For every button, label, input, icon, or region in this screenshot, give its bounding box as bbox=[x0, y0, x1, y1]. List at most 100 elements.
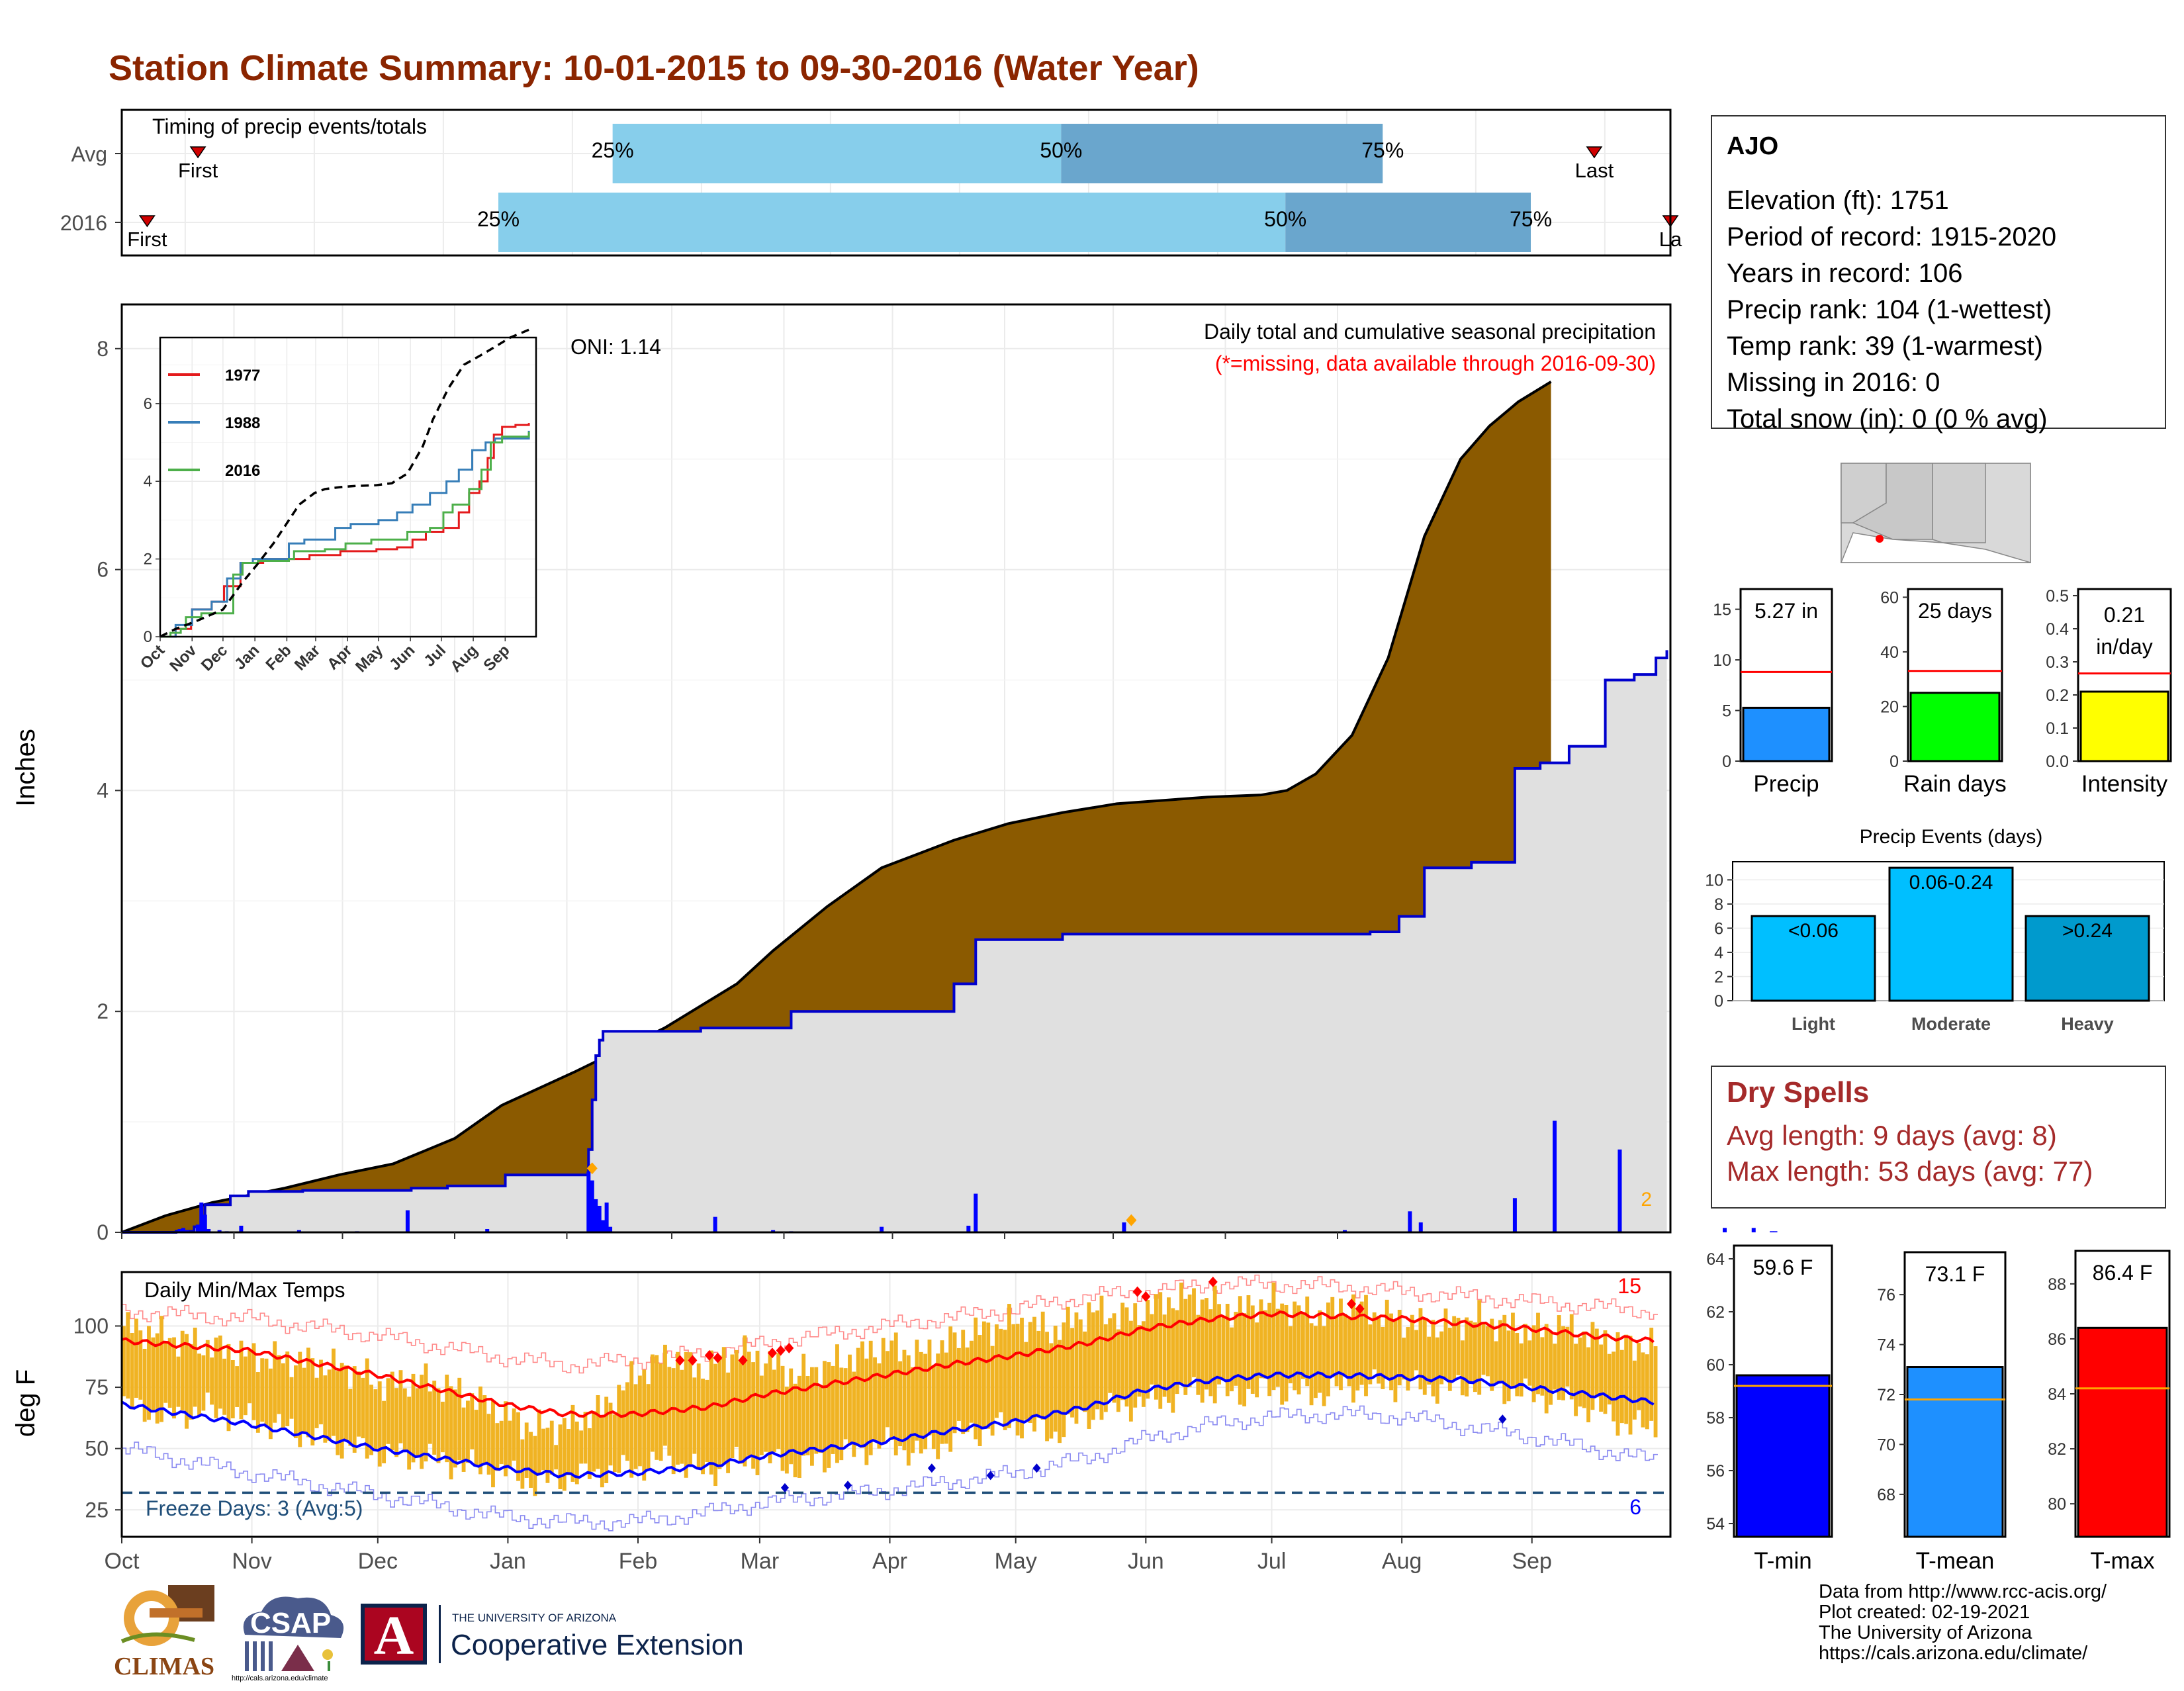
daily-temp-bar bbox=[377, 1381, 382, 1467]
daily-temp-bar bbox=[1447, 1328, 1452, 1391]
daily-temp-bar bbox=[461, 1407, 466, 1472]
temp-summary-y-tick-label: 56 bbox=[1706, 1462, 1725, 1481]
daily-temp-bar bbox=[1234, 1312, 1238, 1386]
summary-y-tick-label: 0.0 bbox=[2046, 753, 2069, 771]
daily-temp-bar bbox=[747, 1351, 751, 1456]
daily-temp-bar bbox=[1293, 1301, 1297, 1391]
inset-y-tick-label: 4 bbox=[144, 473, 152, 490]
daily-temp-bar bbox=[1208, 1309, 1213, 1396]
daily-temp-bar bbox=[823, 1361, 827, 1473]
climas-logo: CLIMAS bbox=[109, 1582, 221, 1681]
daily-temp-bar bbox=[919, 1351, 923, 1454]
daily-temp-bar bbox=[508, 1420, 512, 1469]
record-low-marker-icon bbox=[780, 1483, 789, 1492]
daily-precip-bar bbox=[199, 1202, 204, 1232]
daily-temp-bar bbox=[1309, 1323, 1314, 1406]
daily-precip-bar bbox=[713, 1216, 717, 1232]
daily-temp-bar bbox=[1402, 1338, 1406, 1380]
daily-temp-bar bbox=[1246, 1295, 1251, 1389]
climas-wordmark: CLIMAS bbox=[114, 1653, 215, 1680]
daily-temp-bar bbox=[1330, 1297, 1335, 1378]
timing-frame bbox=[120, 109, 1672, 257]
daily-temp-bar bbox=[1389, 1313, 1393, 1391]
daily-temp-bar bbox=[1242, 1313, 1247, 1406]
daily-temp-bar bbox=[1066, 1306, 1070, 1414]
daily-precip-bar bbox=[177, 1228, 182, 1232]
daily-temp-bar bbox=[1452, 1316, 1457, 1381]
temp-summary-y-tick-label: 76 bbox=[1877, 1286, 1895, 1304]
daily-precip-bar bbox=[880, 1226, 884, 1232]
temp-summary-value-label: 73.1 F bbox=[1925, 1262, 1985, 1286]
csap-cloud-icon bbox=[243, 1596, 344, 1671]
daily-temp-bar bbox=[235, 1366, 240, 1407]
csap-wordmark: CSAP bbox=[250, 1607, 332, 1639]
daily-temp-bar bbox=[768, 1351, 772, 1464]
daily-precip-bar bbox=[203, 1214, 207, 1232]
daily-temp-bar bbox=[126, 1312, 130, 1399]
precip-event-category: Heavy bbox=[2061, 1014, 2114, 1034]
daily-temp-bar bbox=[470, 1393, 475, 1449]
daily-temp-bar bbox=[1612, 1351, 1616, 1422]
daily-temp-bar bbox=[1225, 1303, 1230, 1396]
daily-temp-bar bbox=[1074, 1312, 1079, 1424]
temp-summary-label: T-mean bbox=[1916, 1548, 1995, 1574]
daily-temp-bar bbox=[587, 1428, 592, 1479]
temp-summary-bar bbox=[1906, 1366, 2004, 1538]
daily-temp-bar bbox=[881, 1338, 886, 1445]
daily-temp-bar bbox=[596, 1395, 600, 1469]
daily-temp-bar bbox=[642, 1369, 647, 1481]
daily-temp-bar bbox=[340, 1363, 344, 1459]
daily-temp-bar bbox=[499, 1420, 504, 1465]
precip-corner-count: 2 bbox=[1641, 1189, 1652, 1211]
precip-event-category: Moderate bbox=[1911, 1014, 1991, 1034]
daily-temp-bar bbox=[860, 1341, 864, 1448]
daily-temp-bar bbox=[1217, 1304, 1221, 1385]
daily-temp-bar bbox=[1372, 1312, 1377, 1370]
daily-temp-bar bbox=[974, 1317, 978, 1440]
daily-temp-bar bbox=[1028, 1322, 1032, 1424]
month-tick-label: May bbox=[995, 1549, 1037, 1574]
month-tick-label: Jun bbox=[1128, 1549, 1164, 1574]
daily-temp-bar bbox=[663, 1344, 667, 1446]
month-tick-label: Dec bbox=[358, 1549, 398, 1574]
daily-temp-bar bbox=[696, 1363, 701, 1469]
daily-temp-bar bbox=[319, 1359, 323, 1425]
daily-temp-bar bbox=[1473, 1322, 1477, 1393]
daily-precip-bar bbox=[1617, 1149, 1622, 1232]
summary-value-unit: in/day bbox=[2096, 635, 2152, 659]
daily-temp-bar bbox=[357, 1371, 361, 1437]
daily-temp-bar bbox=[814, 1367, 819, 1454]
daily-temp-bar bbox=[1645, 1354, 1649, 1430]
temp-summary-y-tick-label: 60 bbox=[1706, 1356, 1725, 1375]
daily-temp-bar bbox=[1422, 1318, 1427, 1395]
summary-category-label: Intensity bbox=[2081, 771, 2168, 797]
daily-temp-bar bbox=[1020, 1317, 1024, 1439]
daily-temp-bar bbox=[713, 1363, 717, 1486]
daily-temp-bar bbox=[524, 1422, 529, 1479]
daily-temp-bar bbox=[285, 1351, 290, 1426]
daily-temp-bar bbox=[776, 1353, 781, 1449]
daily-temp-bar bbox=[264, 1358, 269, 1428]
daily-temp-bar bbox=[1150, 1314, 1154, 1385]
precip-y-tick-label: 8 bbox=[97, 337, 109, 361]
temp-summary-bar bbox=[1735, 1374, 1831, 1538]
precip-subtitle: (*=missing, data available through 2016-… bbox=[1215, 351, 1656, 375]
precip-y-tick-label: 2 bbox=[97, 999, 109, 1023]
daily-temp-bar bbox=[730, 1354, 735, 1458]
daily-temp-bar bbox=[995, 1324, 999, 1418]
timing-pct-label: 25% bbox=[477, 207, 520, 231]
daily-temp-bar bbox=[457, 1377, 462, 1461]
daily-temp-bar bbox=[1318, 1310, 1322, 1393]
record-high-marker-icon bbox=[738, 1355, 748, 1366]
daily-temp-bar bbox=[1040, 1311, 1045, 1420]
daily-temp-bar bbox=[1594, 1328, 1599, 1398]
daily-temp-bar bbox=[537, 1409, 541, 1476]
daily-temp-bar bbox=[579, 1430, 584, 1464]
daily-temp-bar bbox=[558, 1424, 563, 1490]
daily-temp-bar bbox=[1498, 1320, 1502, 1383]
month-tick-label: Jul bbox=[1257, 1549, 1286, 1574]
inset-legend-label: 1988 bbox=[225, 414, 260, 432]
daily-temp-bar bbox=[952, 1332, 957, 1434]
daily-temp-bar bbox=[1393, 1320, 1398, 1402]
